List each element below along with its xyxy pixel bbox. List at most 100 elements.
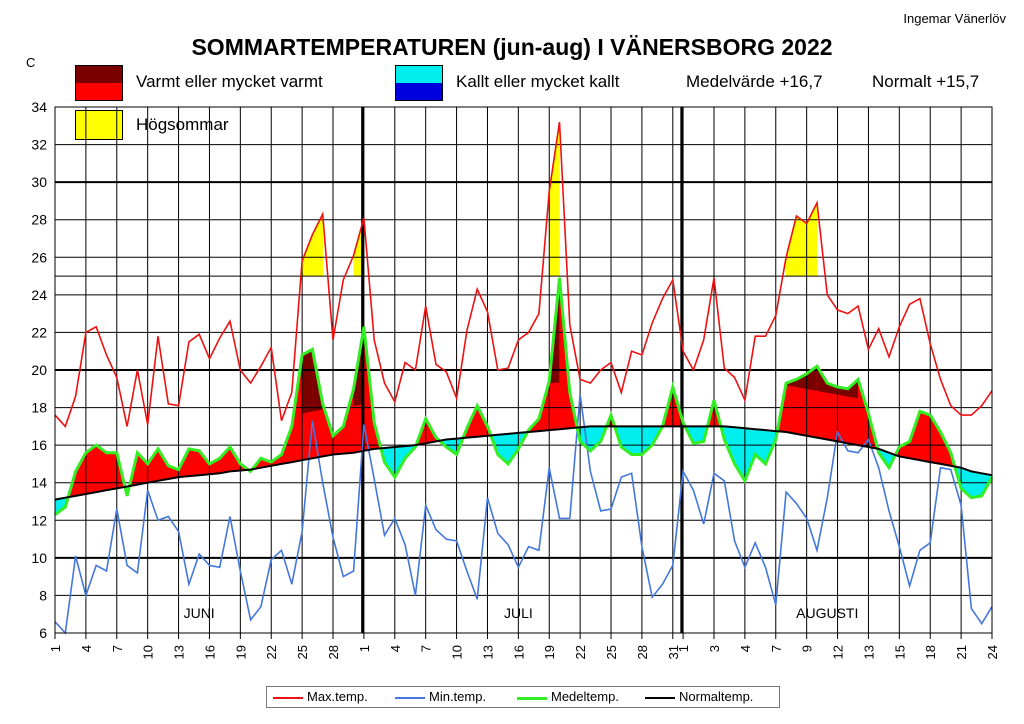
max-temp-line [54,121,993,428]
cold-fill [888,452,896,468]
cold-fill [124,486,128,496]
very-warm-swatch [76,66,122,83]
warm-fill [940,431,952,467]
anomaly-fills [54,121,993,516]
cold-fill [765,429,777,465]
cold-fill [720,426,725,440]
warm-fill [291,354,303,463]
warm-fill [806,365,818,438]
cold-fill [981,473,993,496]
cold-fill [703,426,708,442]
x-tick-label: 13 [480,645,495,659]
warm-fill [116,452,126,489]
warm-legend-swatch [75,65,123,101]
cold-legend-swatch [395,65,443,101]
warm-fill [157,448,169,482]
min-legend-line [395,697,425,699]
cold-fill [621,426,632,456]
warm-fill [415,418,426,446]
warm-fill [466,405,478,438]
very-warm-fill [796,373,807,390]
warm-legend-label: Varmt eller mycket varmt [136,72,323,91]
very-warm-fill [827,382,838,395]
warm-fill [353,326,365,453]
chart-title: SOMMARTEMPERATUREN (jun-aug) I VÄNERSBOR… [191,34,833,60]
cold-fill [579,426,591,452]
warm-fill [476,405,488,437]
y-tick-label: 6 [39,625,47,641]
very-warm-fill [806,365,818,391]
y-tick-label: 18 [31,400,47,416]
warm-fill [528,418,540,433]
y-tick-label: 8 [39,587,47,603]
author-credit: Ingemar Vänerlöv [903,11,1006,26]
month-label: AUGUSTI [796,605,858,621]
y-tick-label: 24 [31,287,47,303]
x-tick-label: 31 [666,645,681,659]
summer-legend-label: Högsommar [136,115,229,134]
cold-fill [775,430,778,440]
cold-fill [954,466,962,489]
warm-fill [137,452,148,485]
y-tick-label: 12 [31,512,47,528]
cold-fill [404,444,416,459]
warm-fill [270,454,282,467]
cold-fill [497,433,509,465]
y-tick-label: 16 [31,437,47,453]
x-tick-label: 18 [923,645,938,659]
y-unit-label: C [26,55,36,70]
warm-fill [188,448,200,477]
warm-fill [895,446,900,457]
warm-fill [129,452,138,487]
x-tick-label: 28 [326,645,341,659]
y-tick-label: 10 [31,550,47,566]
warm-fill [260,457,272,468]
x-tick-label: 15 [892,645,907,659]
warm-fill [95,444,107,493]
warm-fill [713,399,722,427]
warm-fill [106,452,118,491]
warm-fill [435,437,440,442]
warm-fill [343,388,354,454]
warm-fill [868,413,879,450]
x-tick-label: 19 [542,645,557,659]
cold-fill [971,471,982,499]
x-tick-label: 7 [419,645,434,652]
plot-border [54,106,993,634]
warm-fill [332,425,344,455]
x-tick-label: 9 [800,645,815,652]
mean-legend-label: Medeltemp. [551,689,619,704]
cold-fill [126,485,130,496]
warm-fill [85,444,97,495]
x-tick-label: 19 [233,645,248,659]
y-tick-label: 20 [31,362,47,378]
x-tick-label: 3 [707,645,722,652]
cold-fill [518,431,529,450]
month-label: JUNI [184,605,215,621]
warm-fill [75,452,87,497]
y-tick-label: 26 [31,249,47,265]
warm-fill [147,448,159,484]
cold-fill [734,427,746,482]
series-lines [54,121,994,635]
y-tick-label: 28 [31,212,47,228]
cold-fill [54,497,66,516]
x-tick-label: 24 [985,645,1000,659]
cold-fill [614,426,622,448]
very-warm-fill [548,277,560,384]
min-temp-line [54,394,993,635]
x-tick-label: 10 [450,645,465,659]
cold-legend-label: Kallt eller mycket kallt [456,72,620,91]
warm-fill [929,414,941,465]
warm-fill [707,399,715,427]
warm-fill [857,379,869,448]
cold-swatch [396,66,442,83]
y-tick-label: 34 [31,99,47,115]
x-tick-label: 4 [388,645,403,652]
cold-fill [65,496,69,508]
x-tick-label: 7 [110,645,125,652]
x-tick-label: 12 [831,645,846,659]
warm-fill [363,326,375,452]
cold-fill [446,438,457,456]
summer-fill [806,202,818,277]
